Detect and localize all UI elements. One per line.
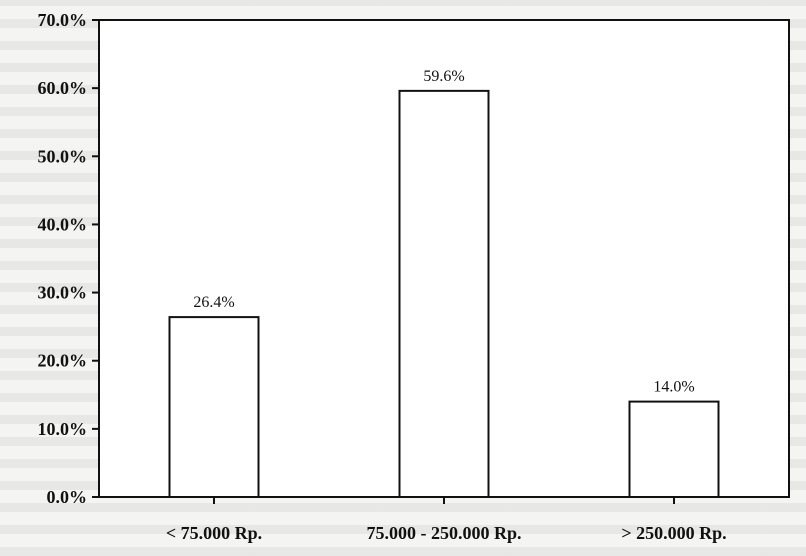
y-tick-label: 50.0% [38, 146, 88, 166]
bar [628, 400, 720, 499]
bars-group: 26.4% 59.6% 14.0% [168, 68, 720, 499]
y-tick-label: 30.0% [38, 283, 88, 303]
y-tick-label: 20.0% [38, 351, 88, 371]
data-label: 14.0% [653, 379, 694, 396]
y-axis: 0.0% 10.0% 20.0% 30.0% 40.0% 50.0% 60.0% 70.0% [38, 10, 99, 507]
y-tick-label: 70.0% [38, 10, 88, 30]
y-tick-label: 40.0% [38, 214, 88, 234]
x-category-label: 75.000 - 250.000 Rp. [366, 523, 521, 543]
data-label: 59.6% [423, 68, 464, 85]
y-tick-label: 0.0% [47, 487, 88, 507]
bar [398, 89, 490, 499]
x-category-label: < 75.000 Rp. [166, 523, 262, 543]
bar [168, 316, 260, 498]
y-tick-label: 60.0% [38, 78, 88, 98]
x-axis: < 75.000 Rp. 75.000 - 250.000 Rp. > 250.00… [166, 497, 727, 543]
y-tick-label: 10.0% [38, 419, 88, 439]
data-label: 26.4% [193, 294, 234, 311]
x-category-label: > 250.000 Rp. [621, 523, 726, 543]
